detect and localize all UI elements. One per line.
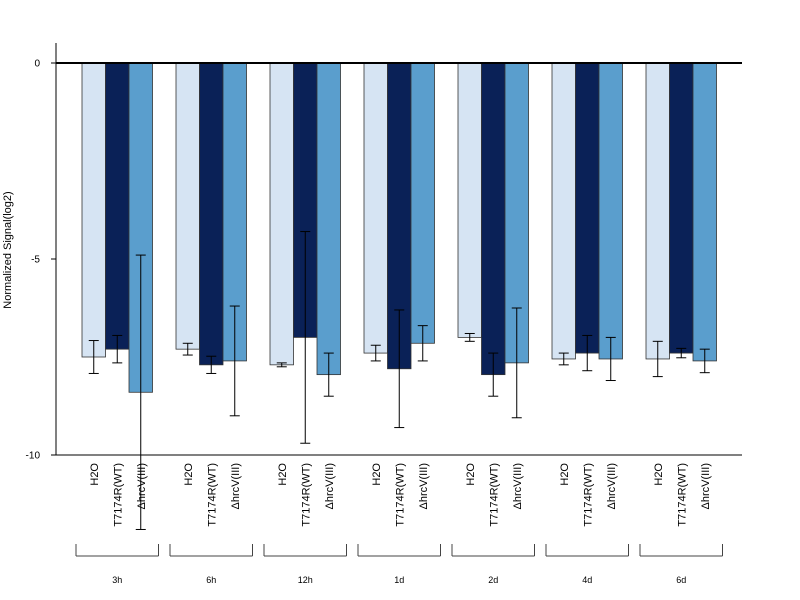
group-label: 6d bbox=[676, 575, 686, 585]
bar bbox=[575, 62, 600, 354]
x-category-label: ΔhrcV(III) bbox=[606, 463, 618, 509]
bar bbox=[316, 62, 341, 376]
bar bbox=[410, 62, 435, 344]
x-category-label: H2O bbox=[465, 463, 477, 486]
plot-area: 0 -5 -10 H2O T7174R(WT) ΔhrcV(III) 3h H2O T7174R… bbox=[26, 43, 742, 585]
bar bbox=[645, 62, 670, 360]
bar bbox=[175, 62, 200, 350]
x-category-label: H2O bbox=[277, 463, 289, 486]
x-category-label: T7174R(WT) bbox=[206, 463, 218, 527]
x-category-label: ΔhrcV(III) bbox=[418, 463, 430, 509]
group-label: 2d bbox=[488, 575, 498, 585]
group-label: 6h bbox=[206, 575, 216, 585]
bar bbox=[481, 62, 506, 376]
x-category-label: H2O bbox=[653, 463, 665, 486]
group-label: 1d bbox=[394, 575, 404, 585]
group-label: 4d bbox=[582, 575, 592, 585]
bar bbox=[269, 62, 294, 366]
bar bbox=[598, 62, 623, 360]
y-tick-label: 0 bbox=[34, 59, 40, 70]
x-category-label: H2O bbox=[371, 463, 383, 486]
y-tick-label: -10 bbox=[26, 451, 41, 462]
x-category-label: H2O bbox=[89, 463, 101, 486]
x-category-label: H2O bbox=[183, 463, 195, 486]
y-tick-label: -5 bbox=[31, 255, 40, 266]
x-category-label: ΔhrcV(III) bbox=[700, 463, 712, 509]
x-category-label: T7174R(WT) bbox=[300, 463, 312, 527]
bar bbox=[692, 62, 717, 362]
x-category-label: H2O bbox=[559, 463, 571, 486]
x-category-label: T7174R(WT) bbox=[582, 463, 594, 527]
bar bbox=[199, 62, 224, 366]
x-category-label: ΔhrcV(III) bbox=[230, 463, 242, 509]
bar bbox=[363, 62, 388, 354]
bar bbox=[551, 62, 576, 360]
bar bbox=[457, 62, 482, 338]
x-category-label: T7174R(WT) bbox=[394, 463, 406, 527]
bar bbox=[81, 62, 106, 358]
x-category-label: ΔhrcV(III) bbox=[324, 463, 336, 509]
x-category-label: ΔhrcV(III) bbox=[512, 463, 524, 509]
y-axis-title: Normalized Signal(log2) bbox=[2, 191, 14, 308]
x-category-label: T7174R(WT) bbox=[488, 463, 500, 527]
x-category-label: T7174R(WT) bbox=[676, 463, 688, 527]
x-category-label: ΔhrcV(III) bbox=[136, 463, 148, 509]
group-label: 3h bbox=[112, 575, 122, 585]
group-label: 12h bbox=[298, 575, 313, 585]
bar bbox=[105, 62, 130, 350]
bar bbox=[669, 62, 694, 354]
x-category-label: T7174R(WT) bbox=[112, 463, 124, 527]
